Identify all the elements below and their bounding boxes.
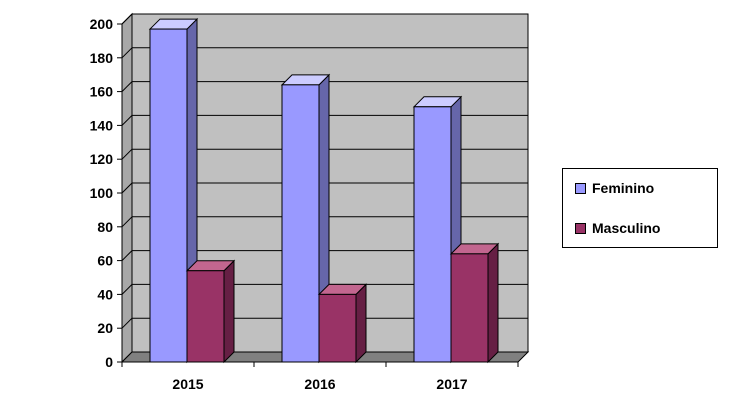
y-tick-label: 60 xyxy=(97,253,113,269)
gridline-side xyxy=(121,182,133,194)
x-tick-label-2015: 2015 xyxy=(172,376,203,392)
legend-swatch-feminino xyxy=(575,182,586,194)
gridline-side xyxy=(121,115,133,126)
gridline-side xyxy=(121,81,133,92)
bars xyxy=(148,17,500,364)
gridline-side xyxy=(121,13,133,25)
bar-masculino-2015 xyxy=(185,259,236,364)
legend-swatch-masculino xyxy=(575,222,586,234)
bar-feminino-2016 xyxy=(280,73,331,364)
gridline-side xyxy=(121,284,133,295)
gridline-side xyxy=(121,216,133,228)
bar-feminino-2015 xyxy=(148,17,199,364)
y-tick-label: 160 xyxy=(90,84,114,100)
y-tick-label: 100 xyxy=(90,185,114,201)
x-tick-label-2017: 2017 xyxy=(436,376,467,392)
x-tick-label-2016: 2016 xyxy=(304,376,335,392)
legend-item-masculino: Masculino xyxy=(575,220,660,236)
bar-masculino-2016 xyxy=(317,283,368,364)
y-tick-label: 80 xyxy=(97,219,113,235)
bar-side xyxy=(487,242,499,364)
y-tick-label: 40 xyxy=(97,286,113,302)
legend: Feminino Masculino xyxy=(562,168,718,248)
y-tick-label: 20 xyxy=(97,320,113,336)
y-tick-label: 120 xyxy=(90,151,114,167)
bar-front xyxy=(450,253,489,363)
y-tick-label: 180 xyxy=(90,50,114,66)
bar-front xyxy=(413,106,452,363)
bar-side xyxy=(223,259,235,364)
gridline-side xyxy=(121,250,133,261)
bar-masculino-2017 xyxy=(449,242,500,364)
gridline-side xyxy=(121,47,133,59)
bar-side xyxy=(355,283,367,364)
legend-item-feminino: Feminino xyxy=(575,180,654,196)
y-tick-label: 0 xyxy=(105,354,113,370)
y-tick-label: 200 xyxy=(90,16,114,32)
tick-labels: 0 20 40 60 80 100 120 140 160 180 200 2015 2016 2017 xyxy=(90,16,468,392)
bar-front xyxy=(318,293,357,363)
legend-label-masculino: Masculino xyxy=(592,220,661,236)
y-tick-label: 140 xyxy=(90,117,114,133)
bar-front xyxy=(149,28,188,363)
bar-front xyxy=(186,270,225,363)
bar-front xyxy=(281,84,320,363)
gridline-side xyxy=(121,317,133,329)
gridline-side xyxy=(121,148,133,160)
legend-label-feminino: Feminino xyxy=(592,180,655,196)
